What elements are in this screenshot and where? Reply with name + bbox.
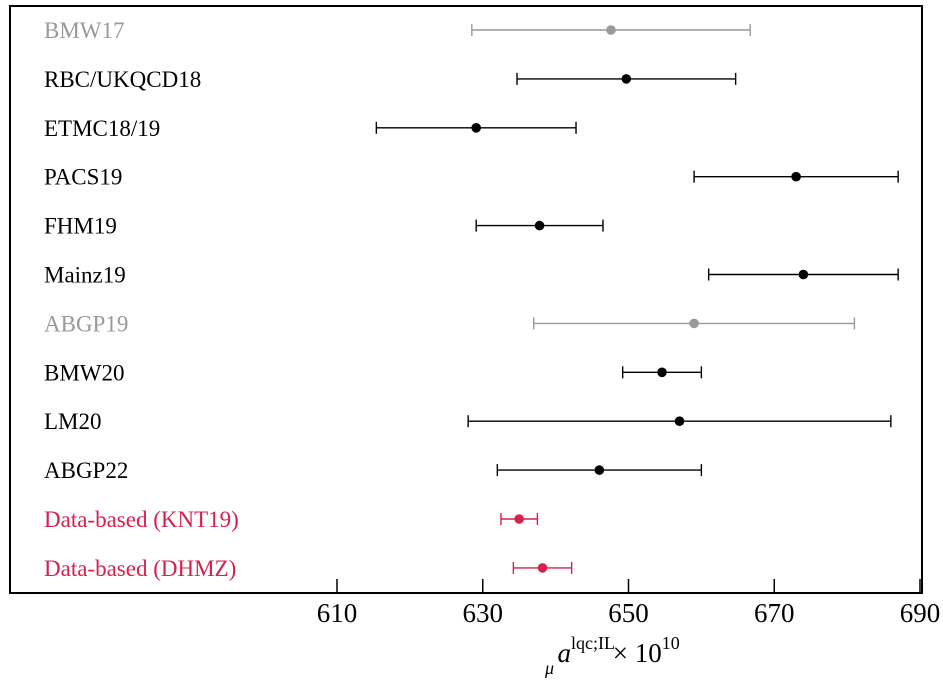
data-point	[689, 318, 699, 329]
x-axis-title: alqc;IL μ × 1010	[544, 633, 680, 678]
x-tick-label: 610	[317, 598, 358, 628]
data-row: Data-based (KNT19)	[44, 507, 539, 532]
data-row: FHM19	[44, 214, 604, 239]
data-row: Mainz19	[44, 263, 899, 288]
data-point	[674, 416, 685, 427]
data-rows: BMW17 RBC/UKQCD18 ETMC18/19 PACS19 FHM19 Main…	[44, 18, 899, 581]
row-label: RBC/UKQCD18	[44, 67, 201, 92]
data-point	[606, 25, 616, 35]
data-point	[594, 465, 605, 475]
row-label: ABGP22	[44, 458, 128, 483]
x-axis-title-sup: lqc;IL	[571, 633, 615, 653]
data-row: BMW20	[44, 360, 703, 385]
data-point	[621, 74, 632, 84]
data-point	[657, 367, 667, 378]
x-axis-title-sub: μ	[544, 658, 554, 678]
data-row: ETMC18/19	[44, 116, 577, 141]
row-label: Mainz19	[44, 263, 126, 288]
x-tick-label: 630	[463, 598, 504, 628]
x-tick-label: 670	[754, 598, 795, 628]
plot-frame	[9, 5, 923, 594]
data-point	[534, 220, 545, 231]
data-row: RBC/UKQCD18	[44, 67, 737, 92]
x-axis-title-base: a	[558, 638, 572, 668]
data-point	[798, 269, 809, 280]
data-point	[514, 514, 524, 524]
row-label: FHM19	[44, 214, 117, 239]
row-label: Data-based (DHMZ)	[44, 556, 236, 581]
row-label: ETMC18/19	[44, 116, 160, 141]
data-row: Data-based (DHMZ)	[44, 556, 573, 581]
data-row: BMW17	[44, 18, 751, 43]
x-axis-title-suffix-sup: 10	[662, 633, 680, 653]
data-row: PACS19	[44, 165, 899, 190]
x-tick-label: 650	[608, 598, 649, 628]
row-label: Data-based (KNT19)	[44, 507, 239, 532]
x-axis-ticks: 610 630 650 670 690	[317, 579, 941, 628]
row-label: LM20	[44, 409, 102, 434]
data-point	[791, 171, 801, 182]
row-label: BMW17	[44, 18, 125, 43]
x-axis-title-suffix: × 10	[606, 638, 662, 668]
row-label: BMW20	[44, 360, 125, 385]
row-label: ABGP19	[44, 311, 128, 336]
row-label: PACS19	[44, 165, 122, 190]
data-point	[537, 563, 548, 573]
data-row: LM20	[44, 409, 892, 434]
data-point	[471, 123, 481, 133]
data-row: ABGP22	[44, 458, 703, 483]
data-row: ABGP19	[44, 311, 856, 336]
x-tick-label: 690	[900, 598, 941, 628]
